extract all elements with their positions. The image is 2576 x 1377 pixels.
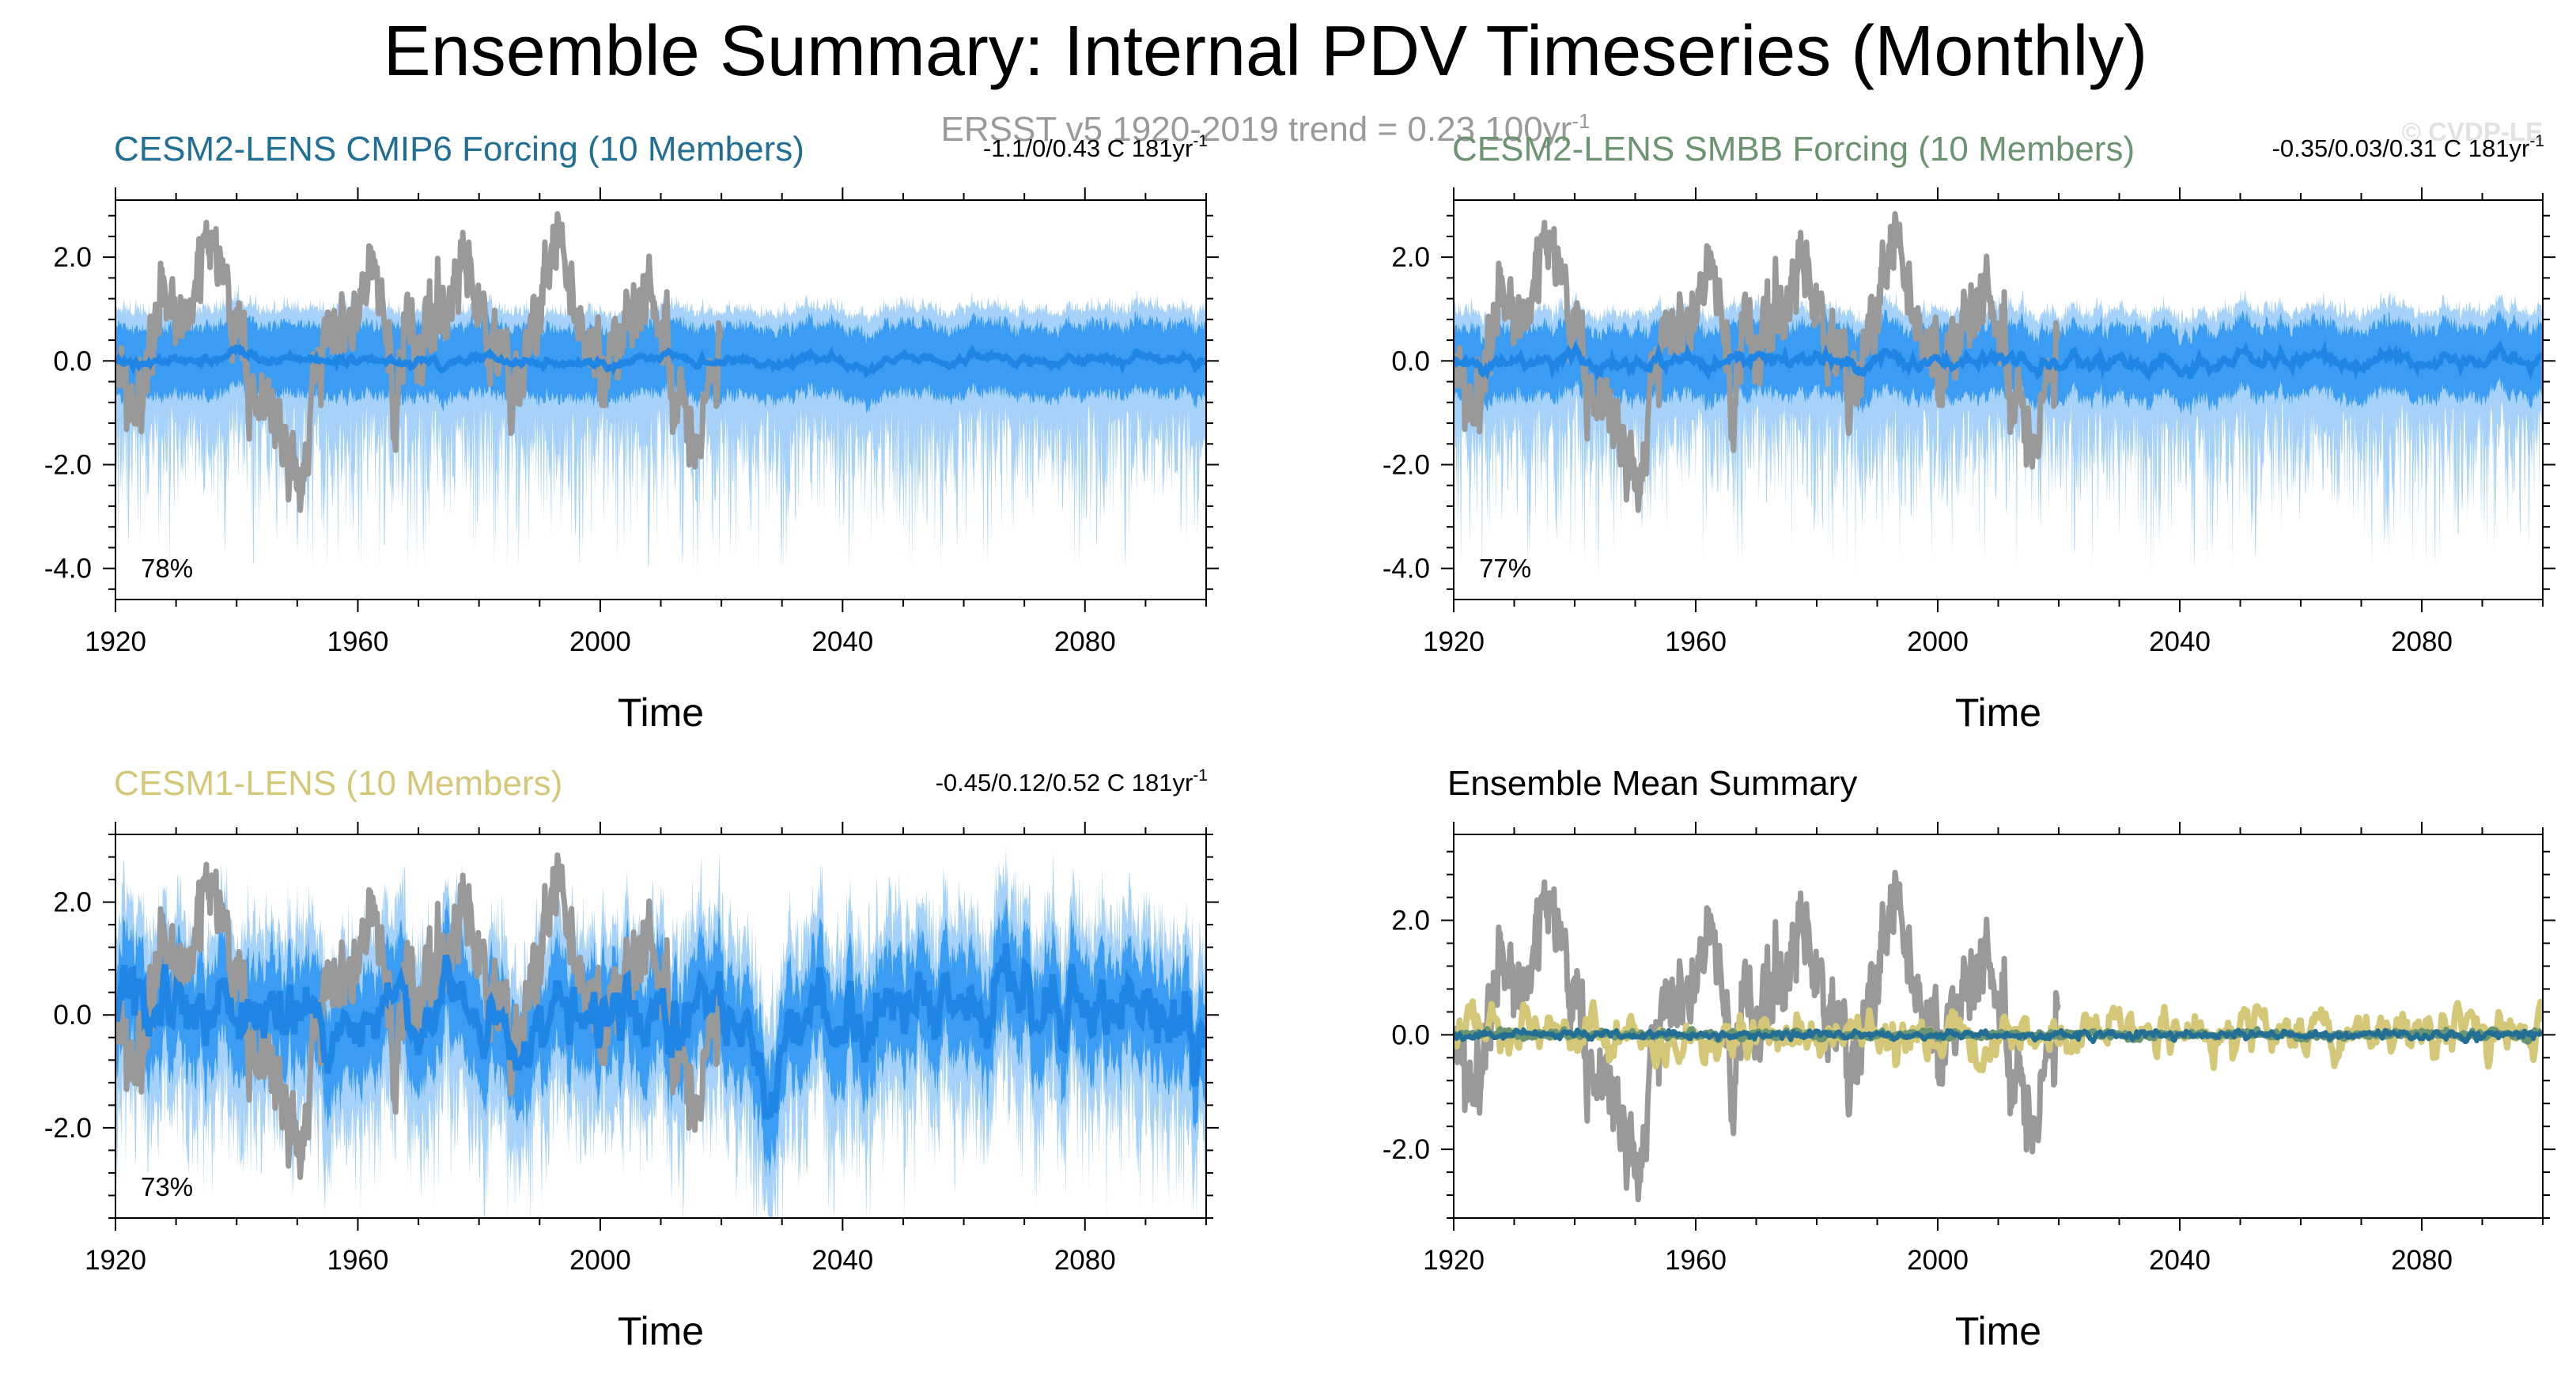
x-tick-label: 1920 (1423, 626, 1485, 657)
x-tick-label: 1920 (85, 1245, 146, 1276)
y-tick-label: 0.0 (1391, 1020, 1430, 1050)
y-tick-label: 2.0 (53, 887, 92, 918)
x-tick-label: 2000 (1907, 626, 1969, 657)
x-axis-title: Time (618, 690, 704, 735)
figure-title: Ensemble Summary: Internal PDV Timeserie… (384, 12, 2148, 91)
plot-area (115, 845, 1206, 1218)
trend-label: -0.45/0.12/0.52 C 181yr-1 (936, 766, 1208, 796)
x-tick-label: 2000 (569, 1245, 631, 1276)
panel-title: CESM1-LENS (10 Members) (114, 764, 562, 803)
observed-series (115, 852, 724, 1181)
x-tick-label: 2040 (811, 626, 873, 657)
trend-label: -1.1/0/0.43 C 181yr-1 (983, 132, 1208, 162)
panels: CESM2-LENS CMIP6 Forcing (10 Members) -1.… (44, 130, 2555, 1353)
y-tick-label: 2.0 (1391, 906, 1430, 936)
trend-label: -0.35/0.03/0.31 C 181yr-1 (2272, 132, 2544, 162)
x-axis-title: Time (618, 1309, 704, 1353)
observed-series (1454, 210, 2061, 513)
copyright-label: © CVDP-LE (2402, 117, 2543, 146)
observed-series (115, 210, 724, 513)
x-tick-label: 2080 (1054, 626, 1116, 657)
percent-label: 77% (1479, 554, 1531, 583)
plot-area (1454, 210, 2543, 575)
panel-title: Ensemble Mean Summary (1447, 764, 1857, 803)
y-tick-label: -4.0 (1383, 554, 1430, 584)
y-tick-label: -2.0 (1383, 1134, 1430, 1165)
figure-subtitle: ERSST v5 1920-2019 trend = 0.23 100yr-1 (941, 109, 1591, 149)
ensemble-spread-inner (115, 895, 1206, 1180)
panel-cesm1: CESM1-LENS (10 Members) -0.45/0.12/0.52 C… (44, 764, 1219, 1353)
ensemble-mean-line (115, 943, 1206, 1121)
x-tick-label: 2080 (1054, 1245, 1116, 1276)
x-tick-label: 2080 (2391, 1245, 2453, 1276)
plot-area (115, 210, 1206, 575)
subtitle-superscript: -1 (1572, 109, 1590, 133)
percent-label: 78% (141, 554, 193, 583)
y-tick-label: 0.0 (53, 1000, 92, 1031)
ensemble-mean-line (1454, 339, 2543, 381)
y-tick-label: 0.0 (53, 346, 92, 376)
x-axis-title: Time (1955, 1309, 2041, 1353)
y-tick-label: 2.0 (53, 242, 92, 273)
panel-cesm2-smbb: CESM2-LENS SMBB Forcing (10 Members) -0.3… (1383, 130, 2555, 735)
y-tick-label: -4.0 (44, 554, 92, 584)
subtitle-text: ERSST v5 1920-2019 trend = 0.23 100yr (941, 110, 1572, 149)
x-tick-label: 1920 (1423, 1245, 1485, 1276)
y-tick-label: -2.0 (44, 449, 92, 480)
percent-label: 73% (141, 1172, 193, 1201)
x-tick-label: 1960 (327, 1245, 389, 1276)
cesm2-cmip6-mean-line (1454, 1027, 2543, 1045)
y-tick-label: 2.0 (1391, 242, 1430, 273)
y-tick-label: 0.0 (1391, 346, 1430, 376)
x-tick-label: 1920 (85, 626, 146, 657)
y-tick-label: -2.0 (44, 1113, 92, 1144)
panel-ensemble-mean: Ensemble Mean Summary 1920 1960 2000 2040 208… (1383, 764, 2555, 1353)
x-tick-label: 1960 (327, 626, 389, 657)
x-tick-label: 2040 (2149, 1245, 2211, 1276)
x-tick-label: 1960 (1665, 1245, 1727, 1276)
plot-area (1454, 869, 2543, 1203)
x-tick-label: 2000 (1907, 1245, 1969, 1276)
x-axis-title: Time (1955, 690, 2041, 735)
x-tick-label: 1960 (1665, 626, 1727, 657)
panel-title: CESM2-LENS CMIP6 Forcing (10 Members) (114, 130, 804, 168)
x-tick-label: 2040 (811, 1245, 873, 1276)
y-tick-label: -2.0 (1383, 449, 1430, 480)
panel-title: CESM2-LENS SMBB Forcing (10 Members) (1452, 130, 2135, 168)
x-tick-label: 2040 (2149, 626, 2211, 657)
x-tick-label: 2000 (569, 626, 631, 657)
x-tick-label: 2080 (2391, 626, 2453, 657)
ensemble-mean-line (115, 344, 1206, 379)
panel-cesm2-cmip6: CESM2-LENS CMIP6 Forcing (10 Members) -1.… (44, 130, 1219, 735)
